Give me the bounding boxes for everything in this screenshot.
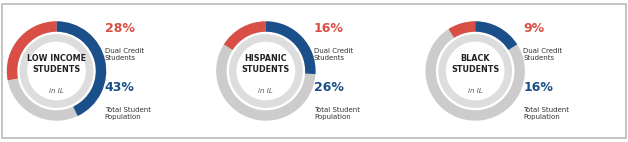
Text: in IL: in IL <box>259 88 273 94</box>
Wedge shape <box>475 21 517 50</box>
Text: 26%: 26% <box>314 81 344 94</box>
Text: in IL: in IL <box>468 88 482 94</box>
Text: 16%: 16% <box>523 81 553 94</box>
Wedge shape <box>57 21 106 116</box>
Wedge shape <box>7 21 106 121</box>
Text: Dual Credit
Students: Dual Credit Students <box>314 48 353 61</box>
Text: Dual Credit
Students: Dual Credit Students <box>105 48 144 61</box>
Wedge shape <box>266 21 315 74</box>
Wedge shape <box>426 21 525 121</box>
Wedge shape <box>216 21 315 121</box>
Text: in IL: in IL <box>49 88 64 94</box>
Text: BLACK
STUDENTS: BLACK STUDENTS <box>451 54 499 74</box>
Text: 16%: 16% <box>314 22 344 36</box>
Wedge shape <box>448 21 475 38</box>
Wedge shape <box>438 34 512 108</box>
Text: Dual Credit
Students: Dual Credit Students <box>523 48 563 61</box>
Wedge shape <box>7 21 57 80</box>
Wedge shape <box>229 34 303 108</box>
Text: LOW INCOME
STUDENTS: LOW INCOME STUDENTS <box>27 54 86 74</box>
Text: Total Student
Population: Total Student Population <box>105 107 151 120</box>
Wedge shape <box>19 34 94 108</box>
Text: 28%: 28% <box>105 22 134 36</box>
Text: 43%: 43% <box>105 81 134 94</box>
Text: 9%: 9% <box>523 22 544 36</box>
Text: Total Student
Population: Total Student Population <box>314 107 360 120</box>
Text: HISPANIC
STUDENTS: HISPANIC STUDENTS <box>242 54 290 74</box>
Text: Total Student
Population: Total Student Population <box>523 107 570 120</box>
Wedge shape <box>224 21 266 50</box>
